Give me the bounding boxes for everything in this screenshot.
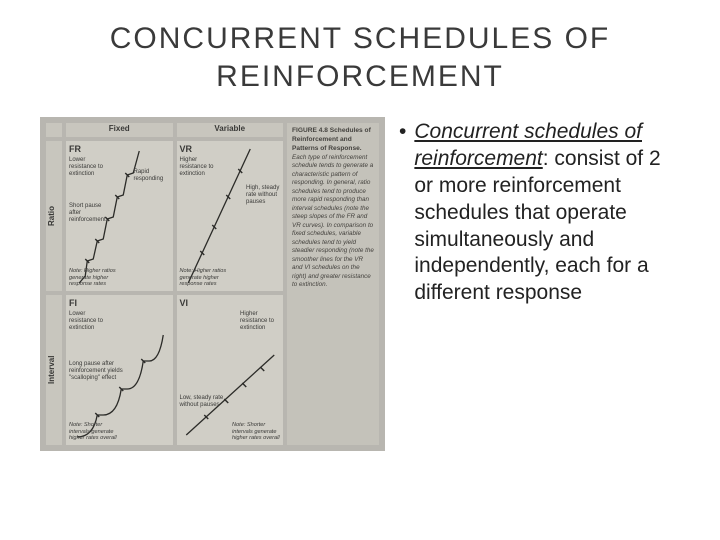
vr-label-1: Higher resistance to extinction [180,157,220,178]
fi-label-1: Lower resistance to extinction [69,311,109,332]
vi-note: Note: Shorter intervals generate higher … [232,422,280,442]
fr-label-1: Lower resistance to extinction [69,157,109,178]
bullet-marker-icon: • [399,119,406,307]
vr-label-2: High, steady rate without pauses [246,185,280,206]
row-header-interval: Interval [46,295,62,445]
fi-label-2: Long pause after reinforcement yields "s… [69,361,125,382]
panel-vi: VI Higher resistance to extinction Low, … [177,295,284,445]
panel-vr: VR Higher resistance to extinction High,… [177,141,284,291]
col-header-fixed: Fixed [66,123,173,137]
figure-grid: Fixed Variable FIGURE 4.8 Schedules of R… [40,117,385,451]
definition-body: : consist of 2 or more reinforcement sch… [414,147,660,304]
bullet-item: • Concurrent schedules of reinforcement:… [399,119,680,307]
bullet-text: Concurrent schedules of reinforcement: c… [414,119,680,307]
grid-corner [46,123,62,137]
caption-title: FIGURE 4.8 Schedules of Reinforcement an… [292,127,371,152]
code-fr: FR [69,144,81,154]
fr-note: Note: Higher ratios generate higher resp… [69,268,125,288]
code-vr: VR [180,144,193,154]
panel-fr: FR Lower resistance to extinction Rapid … [66,141,173,291]
vi-label-2: Low, steady rate without pauses [180,395,224,409]
code-fi: FI [69,298,77,308]
bullet-list: • Concurrent schedules of reinforcement:… [399,117,680,451]
fr-label-3: Short pause after reinforcement [69,203,111,224]
content-row: Fixed Variable FIGURE 4.8 Schedules of R… [40,117,680,451]
vr-note: Note: Higher ratios generate higher resp… [180,268,236,288]
panel-fi: FI Lower resistance to extinction Long p… [66,295,173,445]
row-header-ratio: Ratio [46,141,62,291]
slide: CONCURRENT SCHEDULES OF REINFORCEMENT Fi… [0,0,720,540]
vi-label-1: Higher resistance to extinction [240,311,280,332]
caption-body: Each type of reinforcement schedule tend… [292,154,374,289]
fi-note: Note: Shorter intervals generate higher … [69,422,121,442]
col-header-variable: Variable [177,123,284,137]
code-vi: VI [180,298,189,308]
figure-caption: FIGURE 4.8 Schedules of Reinforcement an… [287,123,379,445]
figure-4-8: Fixed Variable FIGURE 4.8 Schedules of R… [40,117,385,451]
slide-title: CONCURRENT SCHEDULES OF REINFORCEMENT [40,20,680,95]
fr-label-2: Rapid responding [134,169,170,183]
